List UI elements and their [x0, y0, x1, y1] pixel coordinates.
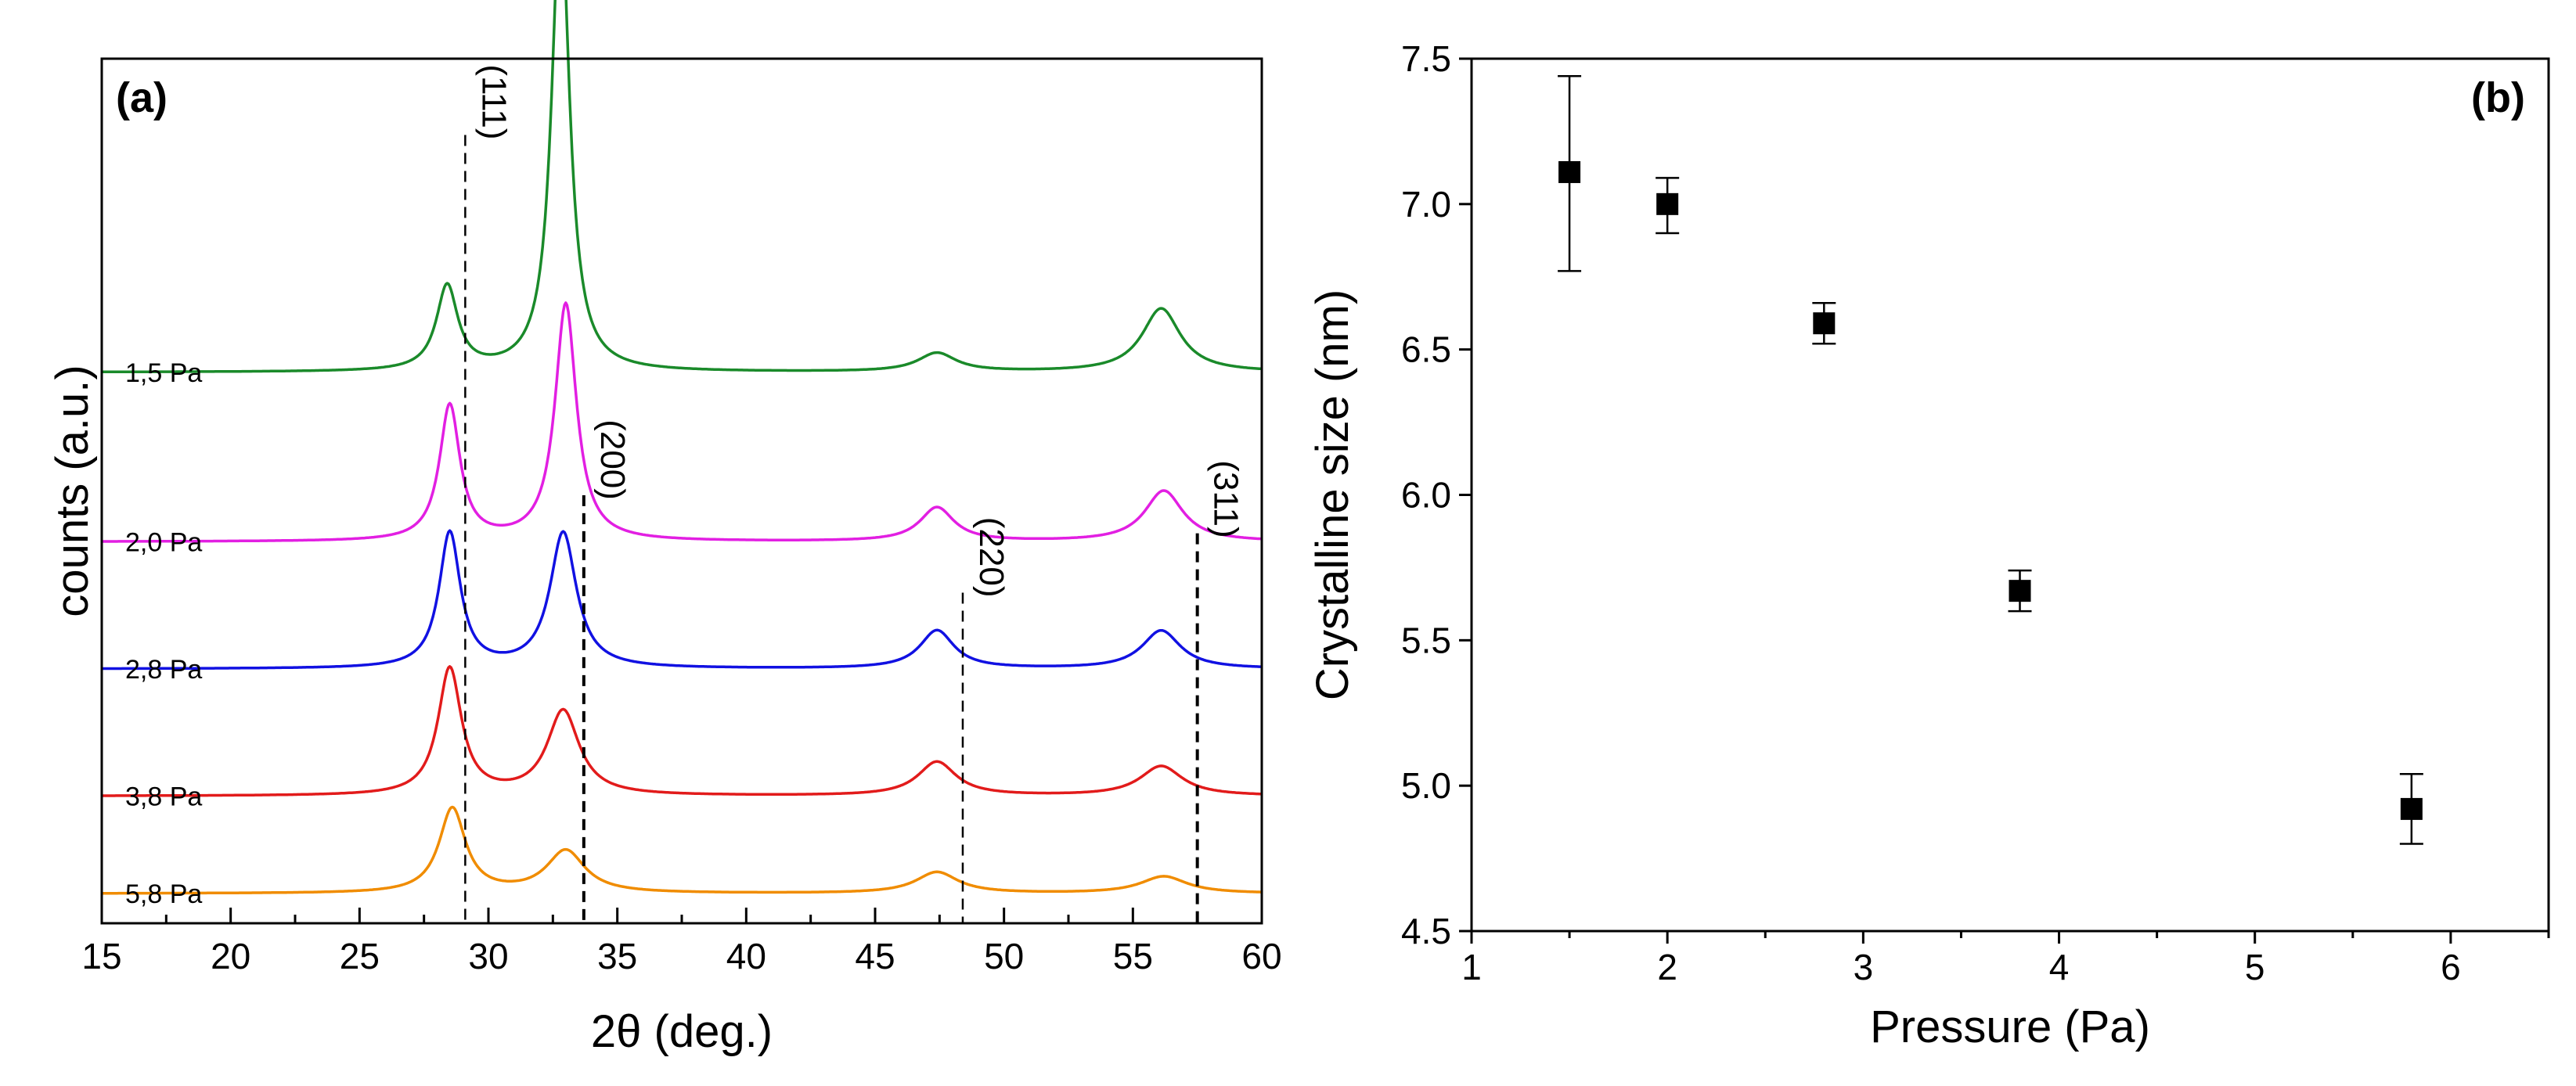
xrd-trace-1-5-pa — [101, 0, 1263, 374]
x-axis-title-a: 2θ (deg.) — [591, 1006, 773, 1057]
y-axis-title-b: Crystalline size (nm) — [1307, 289, 1358, 700]
y-tick-label: 7.5 — [1401, 38, 1451, 79]
x-tick-label: 25 — [340, 936, 380, 976]
data-point-group — [1558, 75, 2423, 845]
reference-line-label: (200) — [593, 419, 632, 500]
reference-line-label: (311) — [1207, 460, 1245, 538]
data-point — [1813, 312, 1836, 335]
series-label: 2,0 Pa — [125, 528, 202, 558]
y-tick-label: 5.0 — [1401, 765, 1451, 806]
y-axis-ticks: 4.5 5.0 5.5 6.0 6.5 7.0 7.5 — [1401, 38, 1472, 951]
x-tick-label: 55 — [1113, 936, 1153, 976]
reference-line-label: (111) — [474, 64, 513, 139]
x-tick-label: 60 — [1241, 936, 1281, 976]
x-tick-label: 30 — [468, 936, 508, 976]
series-label: 3,8 Pa — [125, 782, 202, 812]
series-label: 1,5 Pa — [125, 358, 202, 388]
x-tick-label: 40 — [726, 936, 766, 976]
y-tick-label: 6.0 — [1401, 475, 1451, 516]
x-tick-label: 4 — [2049, 947, 2070, 987]
panel-label-b: (b) — [2471, 74, 2525, 121]
xrd-trace-2-0-pa — [101, 301, 1263, 543]
x-tick-label: 2 — [1657, 947, 1677, 987]
x-tick-label: 35 — [597, 936, 637, 976]
panel-b-crystallite-size: 1 2 3 4 5 6 4.5 5.0 5.5 6.0 6.5 7.0 7.5 (b) Pressur… — [1307, 38, 2550, 1052]
x-tick-label: 6 — [2441, 947, 2461, 987]
x-axis-title-b: Pressure (Pa) — [1870, 1001, 2150, 1052]
data-point — [1656, 192, 1679, 215]
reference-line-label: (220) — [972, 517, 1011, 598]
y-tick-label: 7.0 — [1401, 184, 1451, 225]
data-point — [2400, 797, 2423, 820]
xrd-trace-3-8-pa — [101, 665, 1263, 797]
y-tick-label: 6.5 — [1401, 329, 1451, 370]
xrd-trace-2-8-pa — [101, 529, 1263, 671]
x-tick-label: 45 — [855, 936, 895, 976]
y-tick-label: 4.5 — [1401, 911, 1451, 951]
series-label: 5,8 Pa — [125, 879, 202, 909]
plot-frame-b — [1470, 57, 2550, 933]
xrd-series-group: 1,5 Pa 2,0 Pa 2,8 Pa 3,8 Pa 5,8 Pa — [101, 0, 1263, 909]
x-axis-ticks: 1 2 3 4 5 6 — [1461, 931, 2550, 987]
x-axis-ticks: 15 20 25 30 35 40 45 50 55 60 — [81, 908, 1282, 976]
series-label: 2,8 Pa — [125, 655, 202, 685]
x-tick-label: 50 — [984, 936, 1024, 976]
x-tick-label: 1 — [1461, 947, 1482, 987]
y-axis-title-a: counts (a.u.) — [47, 365, 98, 617]
data-point — [2009, 580, 2031, 602]
y-tick-label: 5.5 — [1401, 620, 1451, 660]
x-tick-label: 15 — [81, 936, 121, 976]
plot-frame-a — [100, 57, 1263, 925]
panel-label-a: (a) — [116, 74, 168, 121]
data-point — [1558, 160, 1581, 183]
x-tick-label: 20 — [211, 936, 250, 976]
x-tick-label: 5 — [2245, 947, 2265, 987]
reference-line-group: (111) (200) (220) (311) — [464, 64, 1245, 923]
x-tick-label: 3 — [1854, 947, 1874, 987]
panel-a-xrd-patterns: 1,5 Pa 2,0 Pa 2,8 Pa 3,8 Pa 5,8 Pa (111) (200… — [47, 0, 1282, 1057]
xrd-trace-5-8-pa — [101, 805, 1263, 895]
